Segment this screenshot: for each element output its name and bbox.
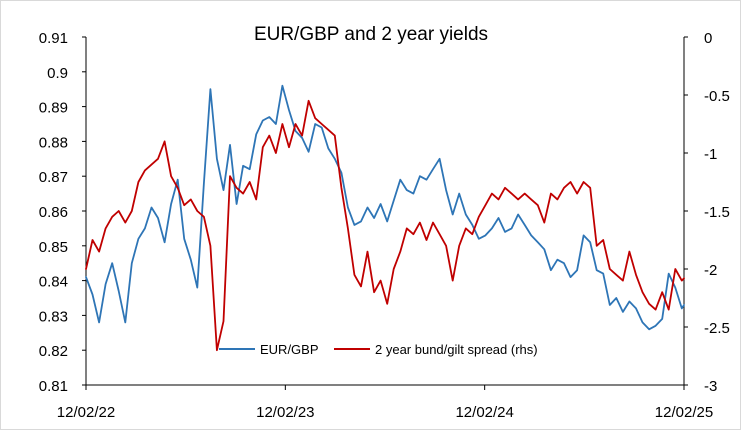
y-left-tick-label: 0.89 bbox=[39, 100, 68, 117]
x-tick-label: 12/02/23 bbox=[256, 404, 314, 421]
y-left-tick-label: 0.84 bbox=[39, 274, 68, 291]
x-tick-label: 12/02/25 bbox=[655, 404, 713, 421]
legend: EUR/GBP 2 year bund/gilt spread (rhs) bbox=[219, 342, 538, 357]
y-left-tick-label: 0.85 bbox=[39, 239, 68, 256]
legend-label-spread: 2 year bund/gilt spread (rhs) bbox=[375, 342, 538, 357]
y-left-tick-label: 0.91 bbox=[39, 30, 68, 47]
y-right-tick-label: 0 bbox=[704, 30, 712, 47]
series-line-bund-gilt-spread bbox=[85, 99, 685, 352]
y-right-tick-label: -1 bbox=[704, 146, 717, 163]
series-line-eurgbp bbox=[85, 84, 685, 331]
x-tick-label: 12/02/22 bbox=[57, 404, 115, 421]
y-left-tick-label: 0.88 bbox=[39, 134, 68, 151]
y-left-tick-label: 0.83 bbox=[39, 308, 68, 325]
series-layer bbox=[85, 84, 685, 352]
y-left-tick-label: 0.81 bbox=[39, 378, 68, 395]
chart-title: EUR/GBP and 2 year yields bbox=[254, 24, 488, 45]
legend-label-eurgbp: EUR/GBP bbox=[260, 342, 319, 357]
y-right-tick-label: -1.5 bbox=[704, 204, 730, 221]
y-left-tick-label: 0.86 bbox=[39, 204, 68, 221]
y-right-tick-label: -0.5 bbox=[704, 88, 730, 105]
y-right-tick-label: -3 bbox=[704, 378, 717, 395]
y-right-tick-label: -2 bbox=[704, 262, 717, 279]
axes-layer: 0.81 0.82 0.83 0.84 0.85 0.86 0.87 0.88 0.89 0.9 0… bbox=[39, 30, 730, 421]
y-left-tick-label: 0.82 bbox=[39, 343, 68, 360]
y-right-tick-label: -2.5 bbox=[704, 320, 730, 337]
y-left-tick-label: 0.87 bbox=[39, 169, 68, 186]
x-tick-label: 12/02/24 bbox=[455, 404, 513, 421]
y-left-tick-label: 0.9 bbox=[47, 65, 68, 82]
